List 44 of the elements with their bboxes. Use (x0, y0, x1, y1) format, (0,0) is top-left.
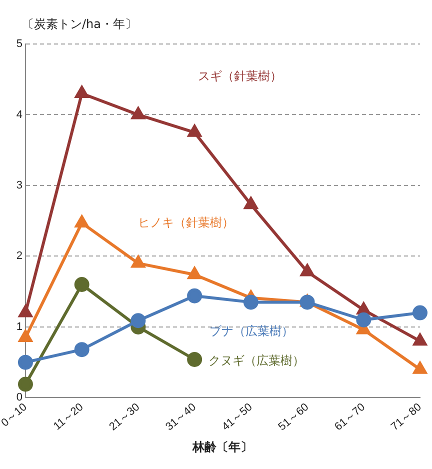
point (132, 256, 145, 268)
y-tick-label: 5 (16, 38, 22, 50)
point (18, 354, 33, 370)
x-tick-label: 11～20 (51, 401, 86, 433)
point (74, 277, 90, 292)
text: ヒノキ（針葉樹） (138, 215, 234, 230)
series-label: ブナ（広葉樹） (210, 324, 294, 338)
point (187, 288, 202, 304)
x-tick-label: 41～50 (220, 401, 255, 434)
x-tick-label: 21～30 (107, 401, 142, 434)
point (243, 294, 258, 310)
x-tick-label: 0～10 (0, 401, 30, 430)
y-tick-label: 4 (16, 108, 22, 121)
y-tick-label: 3 (16, 180, 22, 192)
y-tick-label: 0 (16, 392, 22, 404)
point (356, 312, 372, 328)
point (356, 302, 370, 314)
point (188, 267, 202, 280)
y-axis-title: 〔炭素トン/ha・年〕 (22, 16, 138, 33)
point (412, 305, 428, 320)
point (413, 334, 427, 346)
text: スギ（針葉樹） (198, 68, 282, 83)
point (75, 86, 89, 98)
point (18, 376, 33, 392)
series-label: クヌギ（広葉樹） (208, 354, 305, 368)
point (75, 215, 89, 228)
x-tick-label: 71～80 (388, 401, 424, 434)
point (244, 197, 258, 210)
x-tick-label: 31～40 (164, 401, 198, 434)
x-axis-title: 林齢〔年〕 (192, 440, 253, 454)
x-tick-label: 61～70 (332, 401, 368, 434)
point (300, 264, 314, 276)
x-tick-label: 51～60 (276, 401, 312, 434)
point (18, 305, 32, 318)
y-tick-label: 2 (16, 250, 22, 262)
y-tick-label: 1 (16, 320, 22, 333)
point (132, 107, 145, 120)
point (187, 352, 202, 367)
point (130, 313, 146, 328)
point (188, 124, 202, 137)
point (413, 362, 427, 374)
point (74, 342, 90, 358)
point (18, 330, 32, 342)
point (300, 294, 315, 310)
